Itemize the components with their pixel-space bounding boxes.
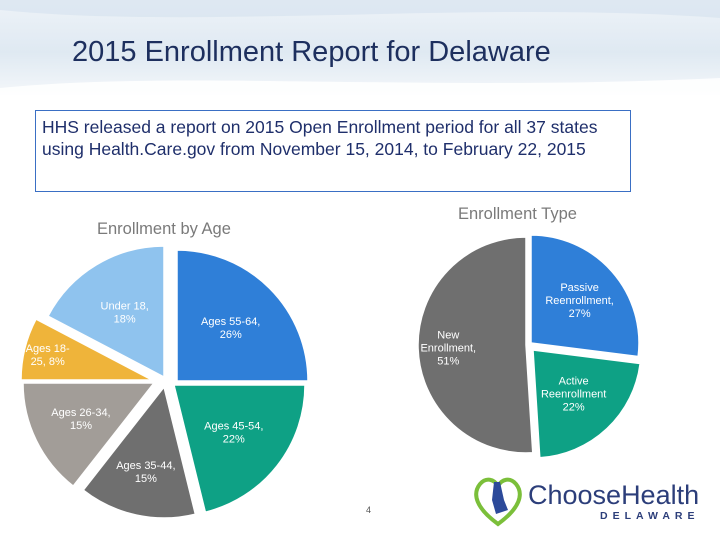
header-swoosh: [0, 0, 720, 95]
type-slice-2: [417, 236, 534, 454]
type-slice-label-1: Active Reenrollment 22%: [541, 375, 606, 413]
age-chart-title: Enrollment by Age: [97, 220, 231, 238]
age-slice-5: [46, 245, 165, 379]
type-slice-1: [532, 349, 641, 459]
delaware-heart-icon: [474, 477, 522, 527]
type-slice-0: [530, 234, 640, 358]
age-slice-label-1: Ages 45-54, 22%: [204, 420, 263, 445]
age-slice-0: [176, 249, 309, 382]
logo-subtitle: DELAWARE: [600, 510, 700, 522]
age-slice-label-3: Ages 26-34, 15%: [51, 407, 110, 432]
type-slice-label-0: Passive Reenrollment, 27%: [545, 282, 613, 320]
report-note: HHS released a report on 2015 Open Enrol…: [35, 110, 631, 192]
age-slice-3: [22, 382, 156, 488]
type-chart-title: Enrollment Type: [458, 205, 577, 223]
age-slice-1: [173, 384, 306, 514]
age-slice-label-2: Ages 35-44, 15%: [116, 460, 175, 485]
choosehealth-logo: ChooseHealth DELAWARE: [470, 470, 710, 530]
page-number: 4: [366, 505, 372, 515]
age-slice-label-0: Ages 55-64, 26%: [201, 316, 260, 341]
age-slice-2: [82, 385, 197, 519]
header-band: [0, 0, 720, 95]
slide-title: 2015 Enrollment Report for Delaware: [72, 36, 551, 68]
age-slice-label-5: Under 18, 18%: [101, 300, 149, 325]
age-slice-4: [20, 318, 153, 381]
type-slice-label-2: New Enrollment, 51%: [420, 329, 476, 367]
logo-text: ChooseHealth: [528, 480, 700, 510]
age-slice-label-4: Ages 18-25, 8%: [26, 343, 70, 368]
